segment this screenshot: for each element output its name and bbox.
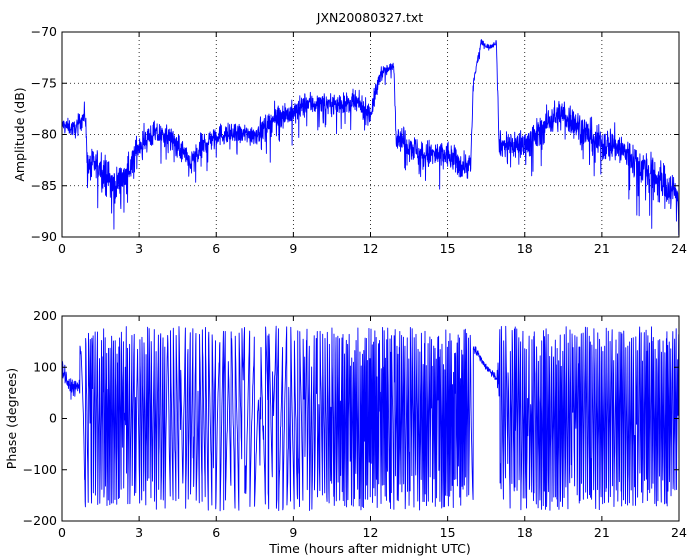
phase-data (61, 325, 680, 512)
x-tick-label: 3 (135, 525, 143, 540)
x-tick-label: 15 (440, 241, 456, 256)
phase-axes: 0 3 6 9 12 15 18 21 24 −200 −100 0 100 200 Phase (deg… (4, 308, 687, 556)
x-tick-label: 18 (517, 525, 533, 540)
x-tick-label: 15 (440, 525, 456, 540)
x-tick-label: 18 (517, 241, 533, 256)
amplitude-grid (62, 32, 679, 237)
x-tick-label: 24 (671, 241, 687, 256)
amplitude-y-axis-label: Amplitude (dB) (12, 87, 27, 181)
x-tick-label: 6 (212, 241, 220, 256)
x-tick-label: 21 (594, 241, 610, 256)
y-tick-label: −200 (23, 513, 57, 528)
x-tick-label: 24 (671, 525, 687, 540)
y-tick-label: −85 (31, 178, 57, 193)
y-tick-label: −90 (31, 229, 57, 244)
x-tick-label: 9 (289, 241, 297, 256)
y-tick-label: 100 (33, 359, 57, 374)
x-axis-label: Time (hours after midnight UTC) (268, 541, 470, 556)
amplitude-data (61, 39, 680, 236)
y-tick-label: −70 (31, 24, 57, 39)
x-tick-label: 12 (363, 241, 379, 256)
amplitude-ticks: 0 3 6 9 12 15 18 21 24 −90 −85 −80 −75 −70 (31, 24, 687, 256)
y-tick-label: −80 (31, 127, 57, 142)
x-tick-label: 9 (289, 525, 297, 540)
amplitude-series-line (61, 39, 680, 236)
x-tick-label: 12 (363, 525, 379, 540)
x-tick-label: 21 (594, 525, 610, 540)
phase-ticks: 0 3 6 9 12 15 18 21 24 −200 −100 0 100 200 (23, 308, 687, 540)
y-tick-label: −75 (31, 75, 57, 90)
phase-y-axis-label: Phase (degrees) (4, 368, 19, 469)
x-tick-label: 0 (58, 241, 66, 256)
x-tick-label: 0 (58, 525, 66, 540)
y-tick-label: 200 (33, 308, 57, 323)
y-tick-label: −100 (23, 462, 57, 477)
phase-series-line (61, 325, 680, 512)
amplitude-axes: 0 3 6 9 12 15 18 21 24 −90 −85 −80 −75 −70 JXN2008032… (12, 10, 687, 256)
x-tick-label: 3 (135, 241, 143, 256)
x-tick-label: 6 (212, 525, 220, 540)
chart-title: JXN20080327.txt (316, 10, 423, 25)
y-tick-label: 0 (49, 411, 57, 426)
